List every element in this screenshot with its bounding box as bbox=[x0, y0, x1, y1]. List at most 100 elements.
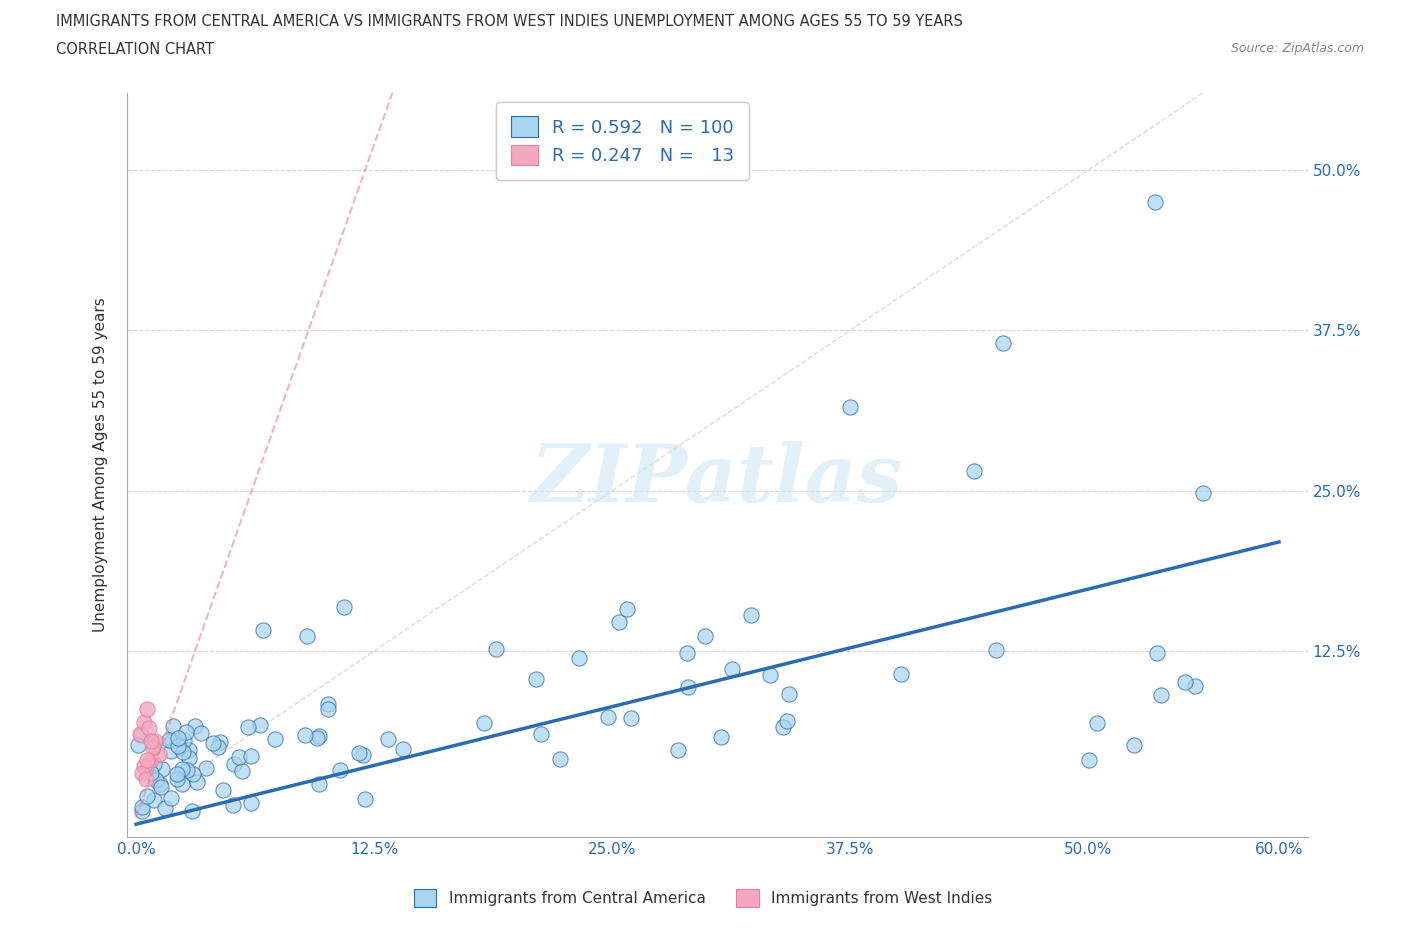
Point bbox=[758, 668, 780, 683]
Point bbox=[131, 804, 153, 818]
Point bbox=[207, 739, 229, 754]
Point bbox=[162, 719, 184, 734]
Point bbox=[159, 743, 181, 758]
Point bbox=[222, 798, 245, 813]
Point bbox=[149, 777, 172, 791]
Point bbox=[167, 738, 190, 753]
Point bbox=[839, 400, 862, 415]
Point bbox=[352, 747, 374, 762]
Point bbox=[775, 713, 797, 728]
Point bbox=[485, 642, 508, 657]
Point bbox=[142, 757, 165, 772]
Point bbox=[1150, 687, 1173, 702]
Point bbox=[160, 734, 183, 749]
Point bbox=[377, 732, 399, 747]
Text: CORRELATION CHART: CORRELATION CHART bbox=[56, 42, 214, 57]
Point bbox=[166, 766, 188, 781]
Point bbox=[1085, 715, 1108, 730]
Point bbox=[349, 746, 371, 761]
Text: ZIPatlas: ZIPatlas bbox=[531, 441, 903, 519]
Point bbox=[170, 761, 193, 776]
Point bbox=[295, 629, 318, 644]
Point bbox=[149, 779, 172, 794]
Point bbox=[675, 645, 697, 660]
Point bbox=[620, 711, 643, 725]
Point bbox=[141, 752, 163, 767]
Point bbox=[890, 667, 912, 682]
Point bbox=[984, 643, 1007, 658]
Point bbox=[167, 730, 190, 745]
Point bbox=[308, 777, 330, 791]
Point bbox=[710, 729, 733, 744]
Point bbox=[666, 743, 689, 758]
Point bbox=[472, 715, 495, 730]
Text: IMMIGRANTS FROM CENTRAL AMERICA VS IMMIGRANTS FROM WEST INDIES UNEMPLOYMENT AMON: IMMIGRANTS FROM CENTRAL AMERICA VS IMMIG… bbox=[56, 14, 963, 29]
Point bbox=[222, 757, 245, 772]
Point bbox=[142, 739, 165, 754]
Legend: R = 0.592   N = 100, R = 0.247   N =   13: R = 0.592 N = 100, R = 0.247 N = 13 bbox=[496, 102, 749, 179]
Point bbox=[236, 720, 259, 735]
Point bbox=[136, 752, 159, 767]
Point bbox=[263, 732, 285, 747]
Point bbox=[1077, 752, 1099, 767]
Point bbox=[132, 759, 155, 774]
Point bbox=[166, 772, 188, 787]
Point bbox=[150, 762, 173, 777]
Point bbox=[1174, 675, 1197, 690]
Point bbox=[991, 336, 1014, 351]
Point bbox=[524, 671, 547, 686]
Point bbox=[616, 602, 638, 617]
Point bbox=[132, 714, 155, 729]
Point bbox=[963, 464, 986, 479]
Point bbox=[153, 800, 176, 815]
Point bbox=[131, 765, 153, 780]
Point bbox=[294, 727, 316, 742]
Point bbox=[1146, 645, 1168, 660]
Point bbox=[693, 629, 716, 644]
Point bbox=[143, 734, 166, 749]
Point bbox=[131, 799, 153, 814]
Point bbox=[231, 764, 253, 778]
Point bbox=[184, 718, 207, 733]
Point bbox=[676, 680, 699, 695]
Point bbox=[530, 726, 553, 741]
Point bbox=[548, 751, 571, 766]
Point bbox=[136, 701, 159, 716]
Point bbox=[174, 724, 197, 739]
Point bbox=[1123, 737, 1146, 752]
Point bbox=[209, 735, 232, 750]
Point bbox=[190, 725, 212, 740]
Point bbox=[239, 749, 262, 764]
Point bbox=[607, 615, 630, 630]
Point bbox=[249, 717, 271, 732]
Point bbox=[316, 701, 339, 716]
Point bbox=[173, 733, 195, 748]
Point bbox=[721, 662, 744, 677]
Point bbox=[1144, 194, 1167, 209]
Point bbox=[316, 697, 339, 711]
Point bbox=[143, 792, 166, 807]
Point bbox=[135, 772, 157, 787]
Point bbox=[186, 775, 208, 790]
Point bbox=[195, 761, 218, 776]
Point bbox=[181, 766, 204, 781]
Point bbox=[1184, 679, 1206, 694]
Text: Source: ZipAtlas.com: Source: ZipAtlas.com bbox=[1230, 42, 1364, 55]
Point bbox=[305, 731, 328, 746]
Point bbox=[391, 741, 413, 756]
Point bbox=[160, 790, 183, 805]
Point bbox=[308, 728, 330, 743]
Point bbox=[1191, 485, 1213, 500]
Point bbox=[240, 796, 263, 811]
Point bbox=[778, 687, 800, 702]
Point bbox=[157, 732, 180, 747]
Point bbox=[211, 783, 233, 798]
Point bbox=[148, 746, 170, 761]
Point bbox=[141, 734, 163, 749]
Point bbox=[353, 791, 375, 806]
Point bbox=[181, 804, 204, 818]
Point bbox=[138, 721, 160, 736]
Point bbox=[176, 763, 198, 777]
Point bbox=[740, 608, 762, 623]
Point bbox=[136, 789, 159, 804]
